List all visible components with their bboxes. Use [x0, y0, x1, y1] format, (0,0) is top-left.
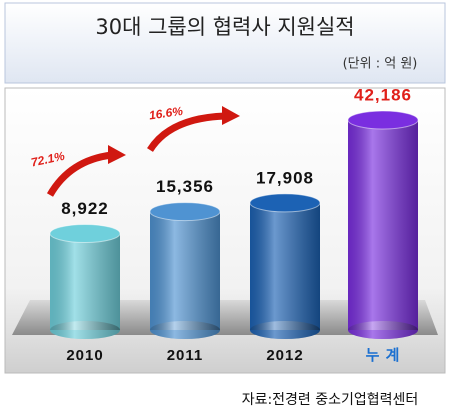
- chart-title: 30대 그룹의 협력사 지원실적: [95, 15, 354, 39]
- header-box: [4, 2, 446, 84]
- bar-cap: [249, 193, 321, 213]
- value-label: 8,922: [61, 199, 109, 218]
- arrow-head: [222, 106, 240, 125]
- arrow: [147, 112, 226, 152]
- value-label: 42,186: [354, 85, 412, 104]
- annotation: 16.6%: [148, 104, 184, 123]
- bar-base-shine: [150, 321, 220, 339]
- x-tick-label: 2011: [167, 347, 204, 364]
- bar-base-shine: [50, 321, 120, 339]
- arrow: [46, 151, 113, 197]
- bar-base-shine: [348, 321, 418, 339]
- bar-shine: [250, 202, 320, 330]
- bar-cap: [49, 224, 121, 244]
- growth-arrows: [46, 106, 240, 197]
- bar-cap: [149, 202, 221, 222]
- bar-cap: [347, 110, 419, 130]
- x-tick-label: 2012: [266, 347, 303, 364]
- source-note: 자료:전경련 중소기업협력센터: [242, 392, 419, 408]
- bar-base-shine: [250, 321, 320, 339]
- x-tick-label: 누 계: [366, 347, 401, 364]
- bar-shine: [348, 120, 418, 330]
- bar-shine: [150, 211, 220, 330]
- annotation: 72.1%: [30, 149, 67, 170]
- arrow-head: [108, 145, 126, 164]
- bar-shine: [50, 233, 120, 330]
- value-label: 17,908: [256, 168, 314, 187]
- value-label: 15,356: [156, 177, 214, 196]
- x-tick-label: 2010: [66, 347, 103, 364]
- unit-label: (단위 : 억 원): [343, 57, 418, 72]
